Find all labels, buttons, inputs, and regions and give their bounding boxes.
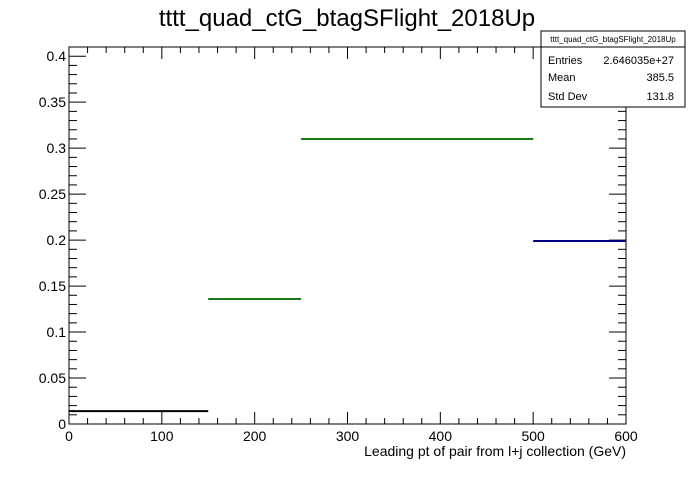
stats-box: tttt_quad_ctG_btagSFlight_2018Up Entries… [540,30,686,108]
x-tick-label: 500 [521,428,545,444]
x-axis-ticks: 0 100 200 300 400 500 600 [65,47,638,444]
y-tick-label: 0.4 [47,48,67,64]
x-tick-label: 200 [243,428,267,444]
y-tick-label: 0.15 [39,278,66,294]
y-tick-label: 0.2 [47,232,67,248]
stats-mean-label: Mean [548,72,576,84]
x-axis-title: Leading pt of pair from l+j collection (… [364,443,626,459]
x-tick-label: 100 [150,428,174,444]
stats-entries-value: 2.646035e+27 [603,55,674,67]
y-tick-label: 0.3 [47,140,67,156]
y-tick-label: 0.05 [39,370,66,386]
y-axis-ticks: 0 0.05 0.1 0.15 0.2 0.25 0.3 0.35 0.4 [39,48,626,432]
y-tick-label: 0.25 [39,186,66,202]
x-tick-label: 600 [614,428,638,444]
stats-mean-value: 385.5 [646,72,674,84]
y-tick-label: 0.35 [39,94,66,110]
y-tick-label: 0.1 [47,324,67,340]
x-tick-label: 0 [65,428,73,444]
stats-stddev-value: 131.8 [646,91,674,103]
stats-entries-label: Entries [548,55,583,67]
y-tick-label: 0 [58,416,66,432]
stats-title: tttt_quad_ctG_btagSFlight_2018Up [550,35,676,44]
chart-title: tttt_quad_ctG_btagSFlight_2018Up [159,5,535,32]
histogram-bins [69,137,626,413]
x-tick-label: 400 [429,428,453,444]
stats-stddev-label: Std Dev [548,91,588,103]
x-tick-label: 300 [336,428,360,444]
